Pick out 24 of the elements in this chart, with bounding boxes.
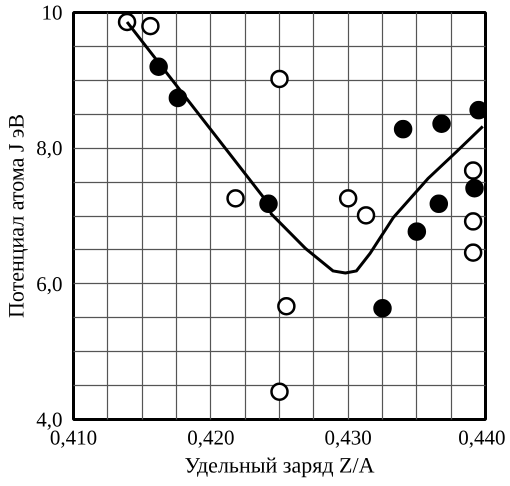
point (432, 114, 451, 133)
point (408, 222, 426, 241)
point (465, 178, 484, 198)
point (464, 212, 482, 231)
point (430, 194, 448, 214)
point (373, 299, 392, 318)
point (141, 16, 160, 36)
point (226, 189, 245, 208)
y-tick-label: 6,0 (36, 272, 62, 296)
x-tick-label: 0,430 (324, 426, 372, 450)
point (270, 70, 289, 88)
y-tick-label: 10 (42, 0, 62, 24)
point (464, 161, 482, 180)
point (394, 120, 412, 138)
point (464, 243, 482, 262)
x-axis-title: Удельный заряд Z/A (184, 452, 375, 478)
point (356, 206, 376, 225)
x-tick-label: 0,440 (458, 426, 506, 450)
point (270, 382, 289, 401)
x-tick-label: 0,420 (187, 426, 234, 450)
point (277, 296, 296, 316)
point (338, 189, 358, 208)
y-axis-title: Потенциал атома J эВ (3, 114, 28, 318)
y-tick-label: 8,0 (36, 136, 62, 160)
